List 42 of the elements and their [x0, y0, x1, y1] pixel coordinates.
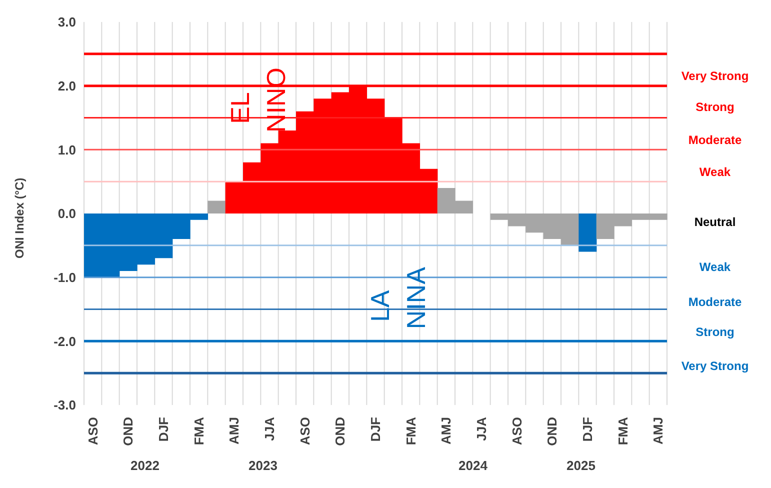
x-tick-label: ASO	[85, 417, 100, 446]
text: Strong	[696, 325, 734, 339]
text: Very Strong	[681, 69, 749, 83]
text: Strong	[696, 100, 734, 114]
bar	[208, 200, 226, 214]
annotation: LA NINA	[365, 266, 431, 330]
x-tick-label: OND	[120, 417, 136, 446]
x-tick-label: DJF	[156, 416, 171, 442]
x-tick-label: FMA	[615, 416, 630, 446]
x-tick-label: ASO	[509, 417, 524, 446]
text: Neutral	[694, 215, 736, 229]
y-tick-label: -3.0	[54, 398, 76, 413]
y-tick-label: 2.0	[58, 78, 76, 94]
y-tick-label: 0.0	[58, 206, 76, 222]
text: Weak	[699, 260, 731, 274]
text: Moderate	[688, 295, 742, 309]
y-tick-label: -1.0	[54, 270, 76, 285]
bar	[578, 214, 597, 252]
x-tick-label: AMJ	[438, 417, 454, 444]
text: 2025	[566, 458, 596, 473]
x-tick-label: AMJ	[650, 417, 666, 444]
x-tick-label: FMA	[191, 416, 206, 446]
x-tick-label: FMA	[403, 416, 418, 446]
x-tick-label: ASO	[297, 417, 312, 446]
x-tick-label: OND	[544, 417, 560, 446]
x-tick-label: JJA	[262, 416, 277, 441]
x-tick-label: JJA	[474, 416, 489, 441]
x-tick-label: AMJ	[226, 417, 242, 444]
text: 2022	[130, 458, 160, 473]
text: 2024	[458, 458, 488, 473]
y-tick-label: -2.0	[54, 334, 76, 349]
x-tick-label: OND	[332, 417, 348, 446]
text: Moderate	[688, 133, 742, 147]
text: 2023	[248, 458, 278, 473]
x-tick-label: DJF	[580, 416, 595, 442]
y-tick-label: 3.0	[58, 14, 76, 30]
text: Weak	[699, 165, 731, 179]
text: Very Strong	[681, 359, 749, 373]
y-tick-label: 1.0	[58, 142, 76, 158]
y-axis-title: ONI Index (°C)	[12, 178, 26, 258]
annotation: EL NINO	[225, 68, 291, 132]
x-tick-label: DJF	[368, 416, 383, 442]
